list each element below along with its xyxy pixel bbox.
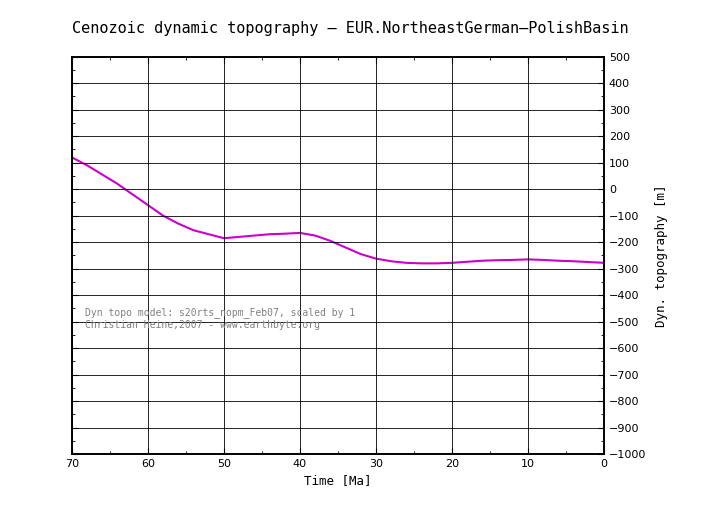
Text: Cenozoic dynamic topography – EUR.NortheastGerman–PolishBasin: Cenozoic dynamic topography – EUR.Northe… <box>72 21 628 36</box>
Y-axis label: Dyn. topography [m]: Dyn. topography [m] <box>654 184 667 327</box>
Text: Dyn topo model: s20rts_nopm_Feb07, scaled by 1
Christian Heine,2007 - www.earthb: Dyn topo model: s20rts_nopm_Feb07, scale… <box>86 307 355 330</box>
X-axis label: Time [Ma]: Time [Ma] <box>304 475 372 488</box>
